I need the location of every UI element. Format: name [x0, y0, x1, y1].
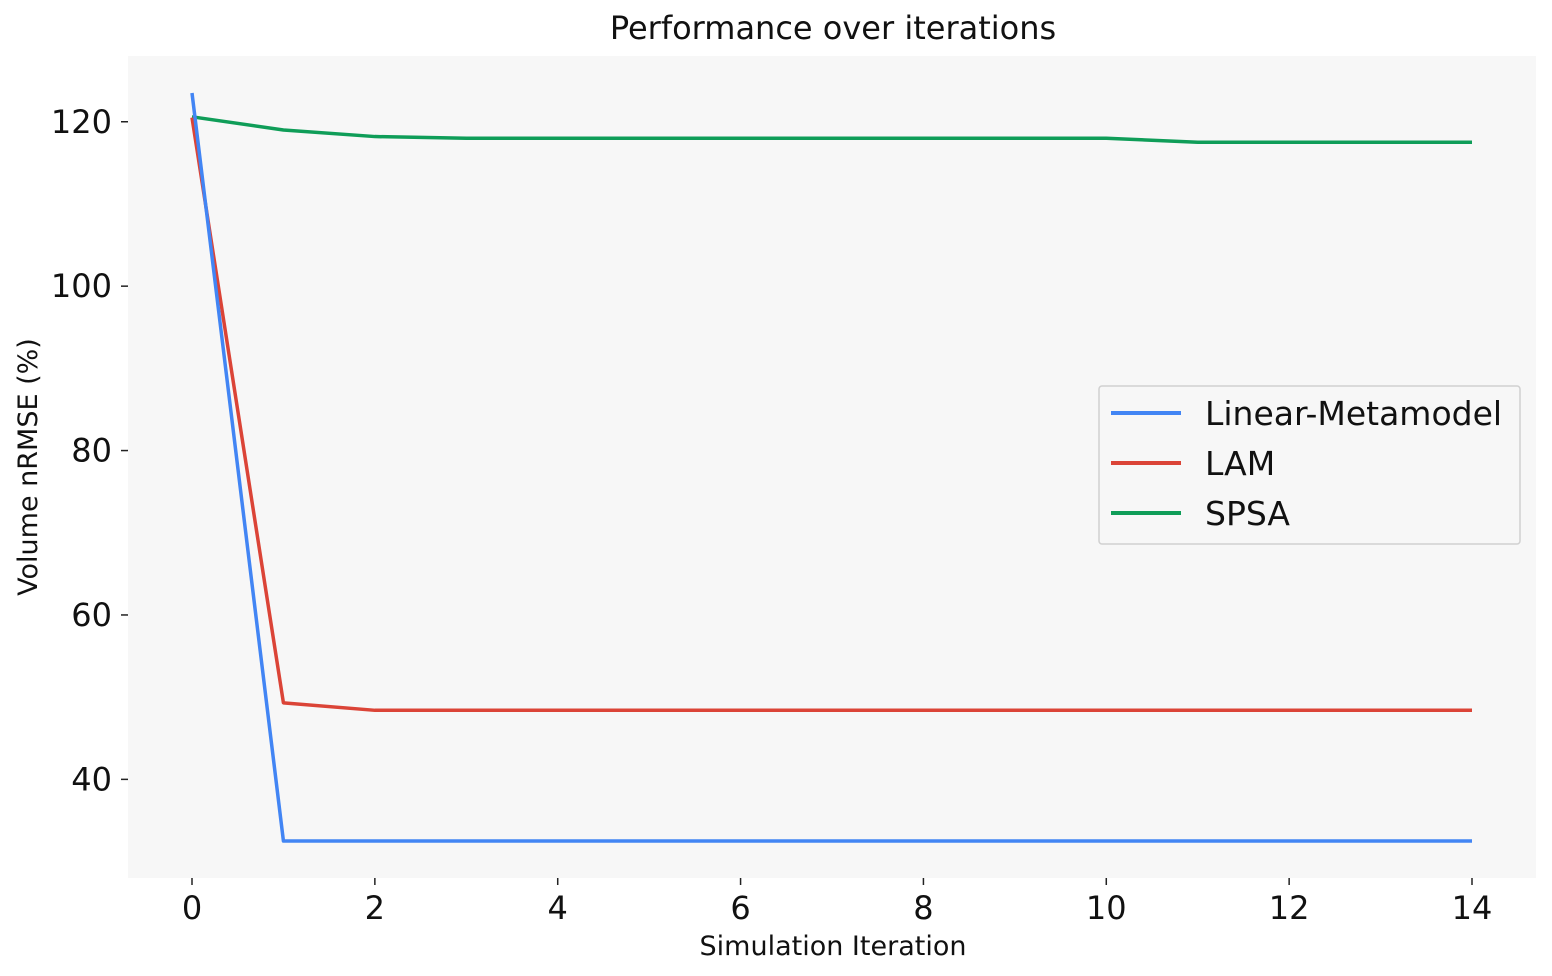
- y-axis: 40 60 80 100 120: [51, 103, 128, 798]
- legend-label-spsa: SPSA: [1205, 494, 1290, 533]
- x-axis: 0 2 4 6 8 10 12 14: [182, 878, 1493, 927]
- x-tick-label: 4: [548, 889, 568, 927]
- x-tick-label: 6: [730, 889, 750, 927]
- x-tick-label: 0: [182, 889, 202, 927]
- x-tick-label: 12: [1269, 889, 1310, 927]
- y-tick-label: 80: [71, 432, 112, 470]
- x-tick-label: 10: [1086, 889, 1127, 927]
- legend: Linear-Metamodel LAM SPSA: [1098, 385, 1521, 545]
- y-tick-label: 100: [51, 267, 112, 305]
- x-tick-label: 8: [913, 889, 933, 927]
- x-tick-label: 2: [365, 889, 385, 927]
- x-tick-label: 14: [1452, 889, 1493, 927]
- series-line-spsa: [191, 115, 1472, 145]
- y-tick-label: 60: [71, 596, 112, 634]
- y-tick-label: 120: [51, 103, 112, 141]
- series-lines: [190, 92, 1472, 843]
- legend-label-linear-metamodel: Linear-Metamodel: [1205, 394, 1502, 433]
- series-line-linear-metamodel: [190, 92, 1472, 843]
- y-axis-label: Volume nRMSE (%): [13, 338, 44, 596]
- y-tick-label: 40: [71, 760, 112, 798]
- x-axis-label: Simulation Iteration: [700, 931, 967, 962]
- legend-box: [1098, 385, 1521, 545]
- legend-label-lam: LAM: [1205, 444, 1275, 483]
- series-line-lam: [190, 117, 1472, 713]
- chart-title: Performance over iterations: [610, 9, 1056, 47]
